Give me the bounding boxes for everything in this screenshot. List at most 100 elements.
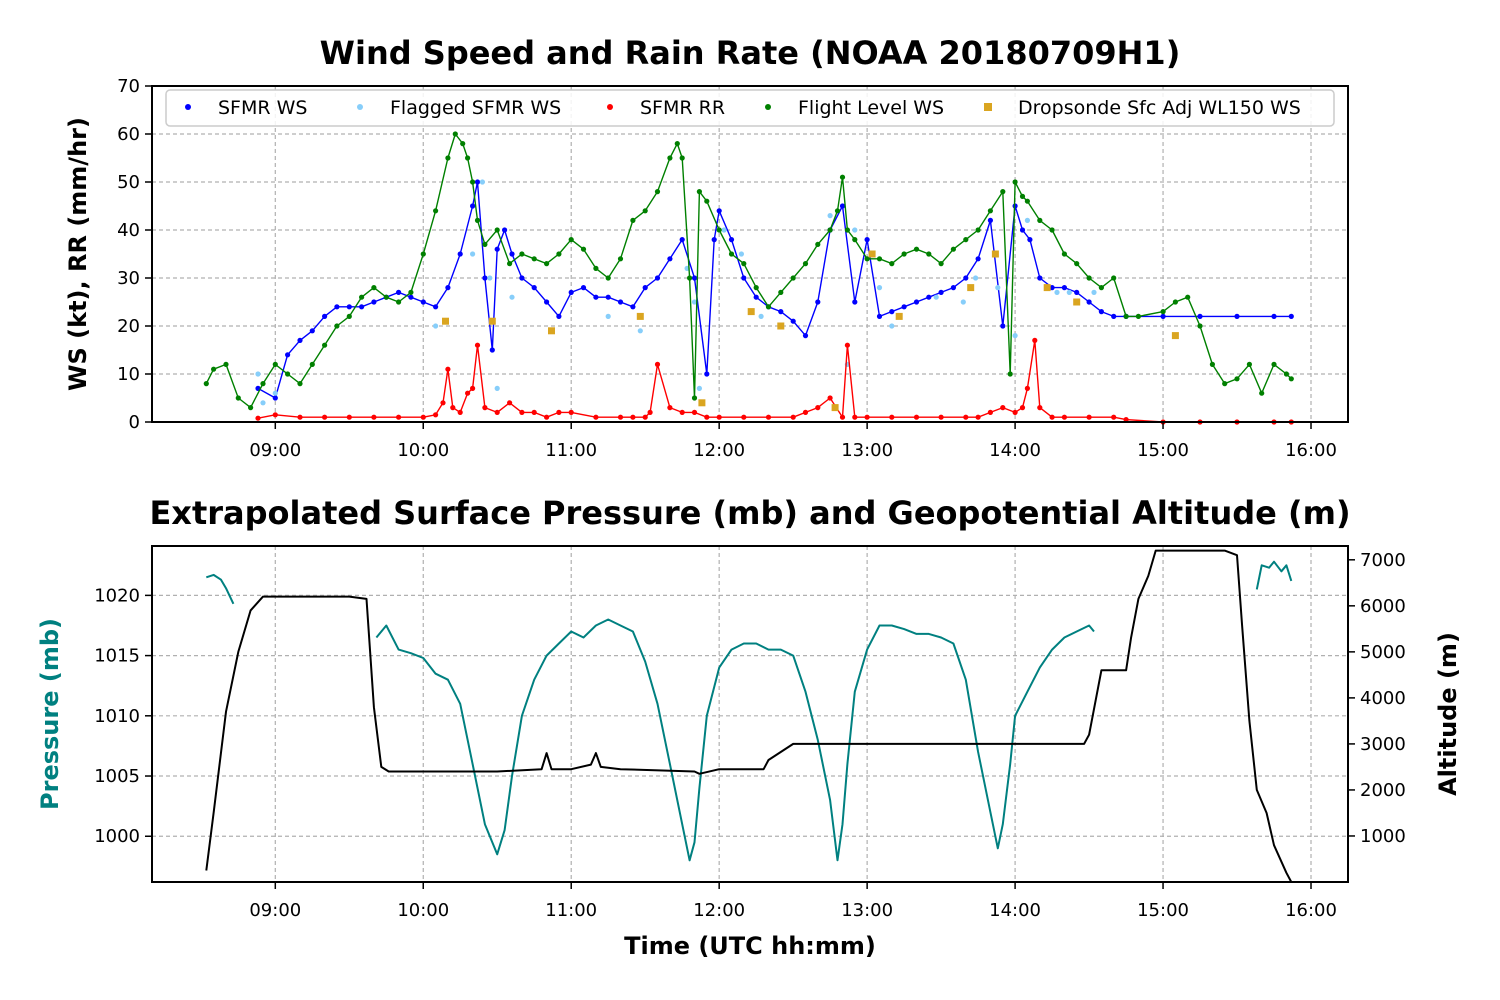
data-point <box>396 289 402 295</box>
data-point <box>637 328 643 334</box>
data-point <box>704 371 710 377</box>
data-point <box>679 237 685 243</box>
data-point <box>1160 313 1166 319</box>
y-tick-label: 0 <box>129 412 140 433</box>
data-point <box>420 414 426 420</box>
data-point <box>704 414 710 420</box>
y-tick-label: 40 <box>117 220 140 241</box>
data-point <box>474 179 481 185</box>
data-point <box>297 337 303 343</box>
y-tick-label: 1010 <box>94 706 140 727</box>
data-point <box>696 189 703 195</box>
data-point <box>716 227 722 233</box>
data-point <box>285 352 291 358</box>
data-point <box>901 251 907 257</box>
data-point <box>815 405 821 411</box>
data-point <box>1049 227 1055 233</box>
legend-items: SFMR WS Flagged SFMR WS SFMR RR Flight Leve… <box>185 97 1301 119</box>
data-point <box>1037 217 1043 223</box>
data-point <box>679 409 685 415</box>
data-point <box>1019 193 1026 199</box>
data-point <box>359 304 365 310</box>
data-point <box>1246 361 1252 367</box>
data-point <box>593 294 599 300</box>
y-tick-label: 60 <box>117 124 140 145</box>
data-point <box>452 131 458 137</box>
data-point <box>494 409 500 415</box>
data-point <box>987 217 994 223</box>
data-point <box>1086 275 1092 281</box>
data-point <box>297 414 303 420</box>
wind-rain-x-ticks: 09:00 10:00 11:00 12:00 13:00 14:00 15:00 16:00 <box>249 422 1337 461</box>
data-point <box>346 414 352 420</box>
legend-label: SFMR WS <box>218 97 307 119</box>
data-point <box>1012 409 1018 415</box>
wind-rain-plot-frame <box>151 85 1349 423</box>
data-point <box>926 251 932 257</box>
data-point <box>1012 179 1018 185</box>
data-point <box>802 261 809 267</box>
data-point <box>967 284 975 292</box>
altitude-right-y-ticks: 1000 2000 3000 4000 5000 6000 7000 <box>1348 550 1406 847</box>
series-line-altitude <box>205 549 1293 883</box>
data-point <box>844 342 851 348</box>
data-point <box>433 323 439 329</box>
data-point <box>548 327 555 335</box>
legend-marker <box>607 104 613 110</box>
data-point <box>433 208 439 214</box>
data-point <box>975 256 981 262</box>
data-point <box>519 409 525 415</box>
data-point <box>1123 417 1129 423</box>
data-point <box>1019 405 1026 411</box>
data-point <box>753 285 759 291</box>
data-point <box>433 304 439 310</box>
data-point <box>474 342 481 348</box>
data-point <box>827 213 833 219</box>
pressure-altitude-series <box>205 549 1293 883</box>
data-point <box>1012 333 1018 339</box>
data-point <box>852 237 858 243</box>
series-altitude <box>205 549 1293 883</box>
data-point <box>815 299 821 305</box>
data-point <box>1091 289 1097 295</box>
wind-rain-y-label: WS (kt), RR (mm/hr) <box>64 117 92 391</box>
data-point <box>470 251 476 257</box>
data-point <box>973 275 979 281</box>
data-point <box>747 308 755 316</box>
data-point <box>507 261 513 267</box>
time-x-label: Time (UTC hh:mm) <box>624 932 876 960</box>
data-point <box>460 141 466 147</box>
data-point <box>322 313 328 319</box>
data-point <box>605 275 611 281</box>
data-point <box>617 414 624 420</box>
legend-marker <box>357 104 363 110</box>
data-point <box>1049 414 1055 420</box>
data-point <box>445 155 451 161</box>
pressure-altitude-grid <box>152 546 1348 882</box>
data-point <box>716 414 722 420</box>
data-point <box>1027 237 1033 243</box>
right-y-tick-label: 1000 <box>1360 826 1406 847</box>
data-point <box>975 227 981 233</box>
data-point <box>487 275 493 281</box>
data-point <box>223 361 229 367</box>
data-point <box>728 237 735 243</box>
data-point <box>889 261 895 267</box>
data-point <box>617 299 624 305</box>
data-point <box>741 414 747 420</box>
data-point <box>654 275 661 281</box>
data-point <box>519 251 525 257</box>
right-y-tick-label: 3000 <box>1360 734 1406 755</box>
data-point <box>963 414 969 420</box>
legend-label: Dropsonde Sfc Adj WL150 WS <box>1018 97 1301 119</box>
data-point <box>420 251 426 257</box>
x-tick-label: 12:00 <box>693 900 745 921</box>
data-point <box>544 261 550 267</box>
data-point <box>1000 405 1006 411</box>
x-tick-label: 15:00 <box>1137 900 1189 921</box>
legend-item: Flight Level WS <box>765 97 944 119</box>
data-point <box>494 246 500 252</box>
data-point <box>778 309 784 315</box>
data-point <box>580 246 587 252</box>
data-point <box>482 275 488 281</box>
